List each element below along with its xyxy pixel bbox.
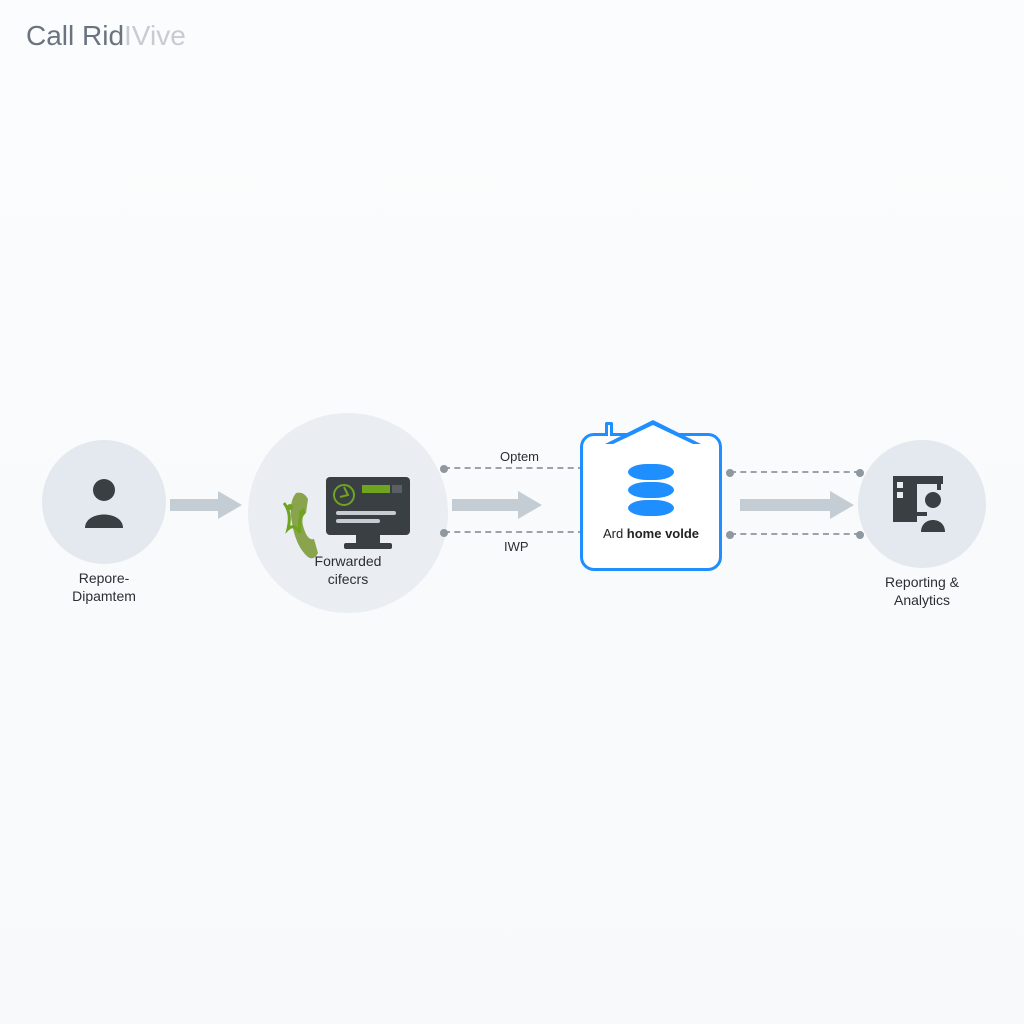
- node-forwarded-label-l2: cifecrs: [328, 571, 368, 587]
- house-card: Ard home volde: [580, 433, 722, 571]
- connector-optem-label: Optem: [500, 449, 539, 464]
- node-home-label: Ard home volde: [603, 526, 699, 541]
- node-home-label-bold: home volde: [627, 526, 699, 541]
- node-repore-label-l1: Repore-: [79, 570, 130, 586]
- node-reporting-label-l1: Reporting &: [885, 574, 959, 590]
- connector-optem: Optem: [444, 467, 584, 469]
- node-repore: Repore- Dipamtem: [42, 440, 166, 605]
- node-forwarded: Forwarded cifecrs: [248, 413, 448, 588]
- node-reporting-circle: [858, 440, 986, 568]
- title-faded: IVive: [124, 20, 186, 51]
- page-title: Call RidIVive: [26, 20, 186, 52]
- report-person-icon: [887, 472, 957, 536]
- connector-iwp-label: IWP: [504, 539, 529, 554]
- connector-top-right: [730, 471, 860, 473]
- connector-bot-right: [730, 533, 860, 535]
- node-home-label-prefix: Ard: [603, 526, 627, 541]
- node-reporting-label: Reporting & Analytics: [858, 574, 986, 609]
- database-stack-icon: [628, 464, 674, 516]
- node-repore-label: Repore- Dipamtem: [42, 570, 166, 605]
- node-reporting: Reporting & Analytics: [858, 440, 986, 609]
- node-forwarded-label-l1: Forwarded: [315, 553, 382, 569]
- title-main: Call Rid: [26, 20, 124, 51]
- phone-monitor-icon: [278, 463, 418, 563]
- node-reporting-label-l2: Analytics: [894, 592, 950, 608]
- node-repore-circle: [42, 440, 166, 564]
- connector-iwp: IWP: [444, 531, 584, 533]
- node-home-volde: Ard home volde: [580, 433, 726, 571]
- person-icon: [81, 476, 127, 528]
- flow-diagram: Repore- Dipamtem: [0, 405, 1024, 625]
- node-repore-label-l2: Dipamtem: [72, 588, 136, 604]
